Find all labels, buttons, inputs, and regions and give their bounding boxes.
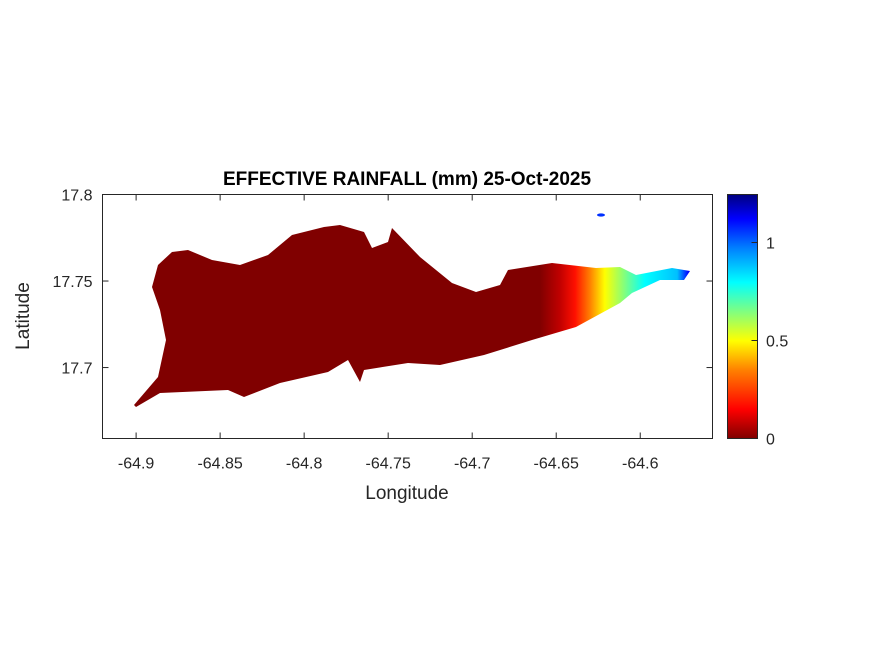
islet-rainfall [597, 213, 605, 217]
chart-title: EFFECTIVE RAINFALL (mm) 25-Oct-2025 [223, 169, 592, 190]
x-axis-label: Longitude [365, 483, 448, 504]
colorbar: 00.51 [727, 194, 788, 449]
y-axis-label: Latitude [13, 282, 34, 350]
colorbar-gradient [727, 194, 758, 439]
x-tick-label: -64.65 [534, 456, 579, 473]
x-tick-label: -64.7 [454, 456, 491, 473]
x-tick-label: -64.9 [118, 456, 155, 473]
x-tick-label: -64.6 [622, 456, 659, 473]
y-tick-label: 17.7 [61, 361, 92, 378]
y-tick-label: 17.8 [61, 188, 92, 205]
colorbar-tick-label: 0 [766, 432, 775, 449]
y-axis: 17.7 17.75 17.8 [52, 188, 713, 378]
plot-area [102, 194, 713, 439]
colorbar-tick-label: 0.5 [766, 334, 788, 351]
x-tick-label: -64.85 [197, 456, 242, 473]
y-tick-label: 17.75 [52, 274, 92, 291]
x-tick-label: -64.8 [286, 456, 323, 473]
x-axis: -64.9 -64.85 -64.8 -64.75 -64.7 -64.65 -64.6 [118, 194, 659, 473]
island-rainfall-field [134, 225, 690, 407]
x-tick-label: -64.75 [365, 456, 410, 473]
colorbar-tick-label: 1 [766, 236, 775, 253]
axes-box [102, 194, 713, 439]
